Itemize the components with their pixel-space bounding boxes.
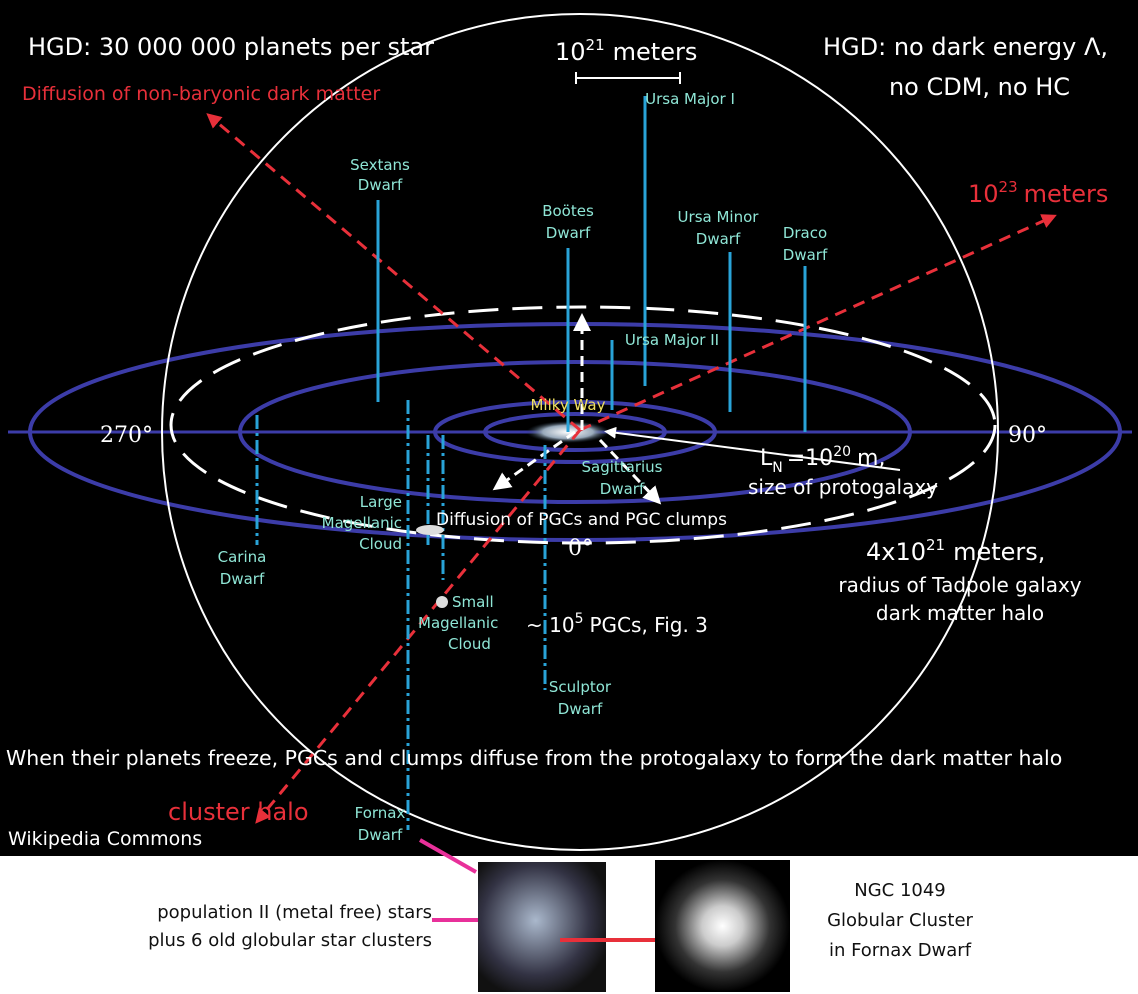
unit: meters, xyxy=(953,538,1045,566)
inset-left-text: plus 6 old globular star clusters xyxy=(148,930,432,951)
header-left: HGD: 30 000 000 planets per star xyxy=(28,33,434,61)
exponent: 21 xyxy=(926,536,945,554)
galaxy-label: Dwarf xyxy=(546,224,591,242)
galaxy-label: Fornax xyxy=(355,804,406,822)
dashed-halo xyxy=(169,305,997,545)
ngc1049-image xyxy=(655,860,790,992)
exponent: 5 xyxy=(575,611,584,627)
header-right: HGD: no dark energy Λ, xyxy=(823,33,1108,61)
diffusion-lines xyxy=(206,113,1057,824)
protogalaxy-size: LN =1020 m, xyxy=(760,444,885,476)
galaxy-label: Sculptor xyxy=(549,678,612,696)
galaxy-label: Dwarf xyxy=(696,230,741,248)
dwarf-lines-below xyxy=(255,400,547,830)
suffix: PGCs, Fig. 3 xyxy=(590,613,708,637)
galaxy-label: Sagittarius xyxy=(581,458,662,476)
protogalaxy-pointer xyxy=(604,426,901,471)
outer-base: 10 xyxy=(968,180,999,208)
galaxy-label: Draco xyxy=(783,224,827,242)
galaxy-label: Cloud xyxy=(448,635,491,653)
galaxy-label: Magellanic xyxy=(322,514,402,532)
header-right: no CDM, no HC xyxy=(889,73,1070,101)
galaxy-label: Small xyxy=(452,593,494,611)
outer-scale-label: 1023 meters xyxy=(968,178,1108,208)
galaxy-label: Milky Way xyxy=(530,396,605,414)
lmc-blob xyxy=(416,525,444,535)
galaxy-label: Cloud xyxy=(359,535,402,553)
pgc-arrows xyxy=(492,313,662,505)
prefix: 4x10 xyxy=(866,538,926,566)
unit: m, xyxy=(857,446,885,471)
cluster-halo-label: cluster halo xyxy=(168,798,309,826)
outer-exponent: 23 xyxy=(999,178,1018,196)
fornax-image xyxy=(478,862,606,992)
inset-right-text: in Fornax Dwarf xyxy=(829,940,972,961)
galaxy-label: Dwarf xyxy=(220,570,265,588)
galaxy-label: Boötes xyxy=(542,202,594,220)
galaxy-label: Large xyxy=(360,493,402,511)
halo-radius-caption: dark matter halo xyxy=(876,601,1044,625)
scale-exponent: 21 xyxy=(586,36,605,54)
angle-label: 270° xyxy=(100,423,153,448)
scale-base: 10 xyxy=(555,38,586,66)
galaxy-label: Sextans xyxy=(350,156,410,174)
galaxy-label: Ursa Major I xyxy=(645,90,735,108)
fornax-link xyxy=(419,838,477,874)
scale-bar xyxy=(575,72,681,84)
inset-left-text: population II (metal free) stars xyxy=(157,902,432,923)
galaxy-label: Dwarf xyxy=(783,246,828,264)
angle-label: 0° xyxy=(568,536,593,561)
galaxy-label: Ursa Major II xyxy=(625,331,719,349)
credit: Wikipedia Commons xyxy=(8,828,202,850)
galaxy-label: Ursa Minor xyxy=(678,208,760,226)
pgc-diffusion: Diffusion of PGCs and PGC clumps xyxy=(436,510,727,530)
diffusion-label: Diffusion of non-baryonic dark matter xyxy=(22,83,380,105)
smc-blob xyxy=(436,596,448,608)
galaxy-label: Carina xyxy=(218,548,267,566)
symbol: L xyxy=(760,446,773,471)
prefix: ~ 10 xyxy=(526,613,575,637)
equals: =10 xyxy=(787,446,833,471)
angle-label: 90° xyxy=(1008,423,1047,448)
caption: When their planets freeze, PGCs and clum… xyxy=(6,746,1062,770)
halo-radius: 4x1021 meters, xyxy=(866,536,1045,566)
galaxy-label: Dwarf xyxy=(558,700,603,718)
galaxy-label: Dwarf xyxy=(600,480,645,498)
galaxy-label: Magellanic xyxy=(418,614,498,632)
galaxy-label: Dwarf xyxy=(358,176,403,194)
pgc-count: ~ 105 PGCs, Fig. 3 xyxy=(526,611,708,637)
scale-unit: meters xyxy=(613,38,698,66)
halo-radius-caption: radius of Tadpole galaxy xyxy=(838,573,1081,597)
halo-sphere xyxy=(161,13,999,851)
dwarf-lines xyxy=(376,96,807,432)
exponent: 20 xyxy=(833,444,851,460)
outer-unit: meters xyxy=(1024,180,1109,208)
protogalaxy-caption: size of protogalaxy xyxy=(748,475,938,499)
inset-right-text: Globular Cluster xyxy=(827,910,973,931)
inset-right-text: NGC 1049 xyxy=(854,880,946,901)
scale-label: 1021 meters xyxy=(555,36,697,66)
galaxy-label: Dwarf xyxy=(358,826,403,844)
subscript: N xyxy=(772,460,782,476)
